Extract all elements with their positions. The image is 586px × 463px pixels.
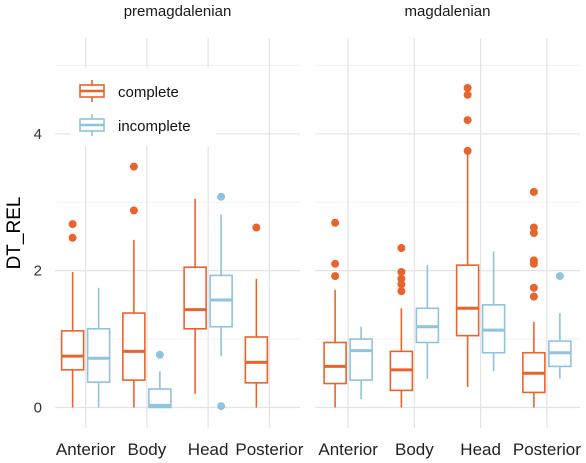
outlier-point (129, 162, 138, 171)
box-incomplete-premagdalenian-head (209, 192, 233, 411)
box-iqr (86, 327, 111, 383)
box-incomplete-magdalenian-posterior (548, 272, 572, 379)
legend: complete incomplete (70, 68, 216, 146)
box-iqr (148, 388, 172, 409)
outlier-point (529, 256, 538, 265)
x-tick-label: Posterior (235, 440, 303, 459)
x-tick-label: Head (188, 440, 229, 459)
box-incomplete-magdalenian-head (481, 251, 506, 372)
box-incomplete-magdalenian-body (415, 265, 440, 379)
text-layer: premagdalenian magdalenian 0 2 4 Anterior Body… (4, 3, 581, 459)
outlier-point (463, 83, 472, 92)
box-complete-magdalenian-body (389, 244, 414, 408)
box-complete-premagdalenian-anterior (60, 220, 85, 408)
x-tick-label: Body (395, 440, 434, 459)
box-iqr (244, 336, 269, 384)
box-complete-premagdalenian-posterior (244, 223, 269, 408)
outlier-point (252, 223, 261, 232)
legend-key-incomplete (79, 114, 105, 136)
box-iqr (122, 312, 146, 381)
outlier-point (529, 223, 538, 232)
outlier-point (529, 187, 538, 196)
box-iqr (455, 264, 480, 337)
outlier-point (529, 229, 538, 237)
box-layer (60, 83, 572, 411)
box-complete-magdalenian-head (455, 83, 480, 387)
box-iqr (349, 338, 373, 381)
y-axis-label: DT_REL (4, 197, 25, 270)
legend-background (70, 68, 216, 146)
outlier-point (463, 146, 472, 155)
x-tick-label: Anterior (318, 440, 378, 459)
box-complete-premagdalenian-head (183, 198, 207, 394)
outlier-point (331, 272, 340, 281)
y-tick-label: 2 (34, 263, 42, 280)
outlier-point (397, 287, 406, 296)
outlier-point (68, 233, 77, 242)
x-tick-label: Posterior (513, 440, 581, 459)
x-tick-label: Head (460, 440, 501, 459)
legend-key-complete (79, 80, 105, 102)
legend-label: complete (118, 84, 179, 101)
outlier-point (463, 116, 472, 125)
outlier-point (331, 259, 340, 268)
outlier-point (155, 350, 164, 359)
box-iqr (323, 341, 347, 385)
box-incomplete-premagdalenian-body (148, 350, 172, 409)
outlier-point (331, 218, 340, 227)
outlier-point (529, 292, 538, 301)
x-tick-label: Body (128, 440, 167, 459)
y-tick-label: 4 (34, 126, 42, 143)
outlier-point (463, 90, 472, 99)
outlier-point (529, 283, 538, 292)
outlier-point (217, 402, 226, 411)
legend-label: incomplete (118, 118, 191, 135)
y-tick-label: 0 (34, 399, 42, 416)
box-incomplete-premagdalenian-anterior (86, 287, 111, 408)
outlier-point (397, 244, 406, 253)
outlier-point (397, 268, 406, 276)
outlier-point (68, 220, 77, 229)
box-iqr (60, 330, 85, 371)
facet-title-premagdalenian: premagdalenian (124, 3, 232, 20)
outlier-point (129, 206, 138, 215)
box-complete-magdalenian-anterior (323, 218, 347, 408)
outlier-point (217, 192, 226, 201)
box-complete-magdalenian-posterior (522, 187, 546, 408)
box-iqr (183, 266, 207, 330)
box-complete-premagdalenian-body (122, 162, 146, 408)
box-incomplete-magdalenian-anterior (349, 326, 373, 400)
outlier-point (397, 274, 406, 283)
outlier-point (555, 272, 564, 281)
outlier-point (397, 280, 406, 289)
x-tick-label: Anterior (56, 440, 116, 459)
facet-title-magdalenian: magdalenian (405, 3, 491, 20)
